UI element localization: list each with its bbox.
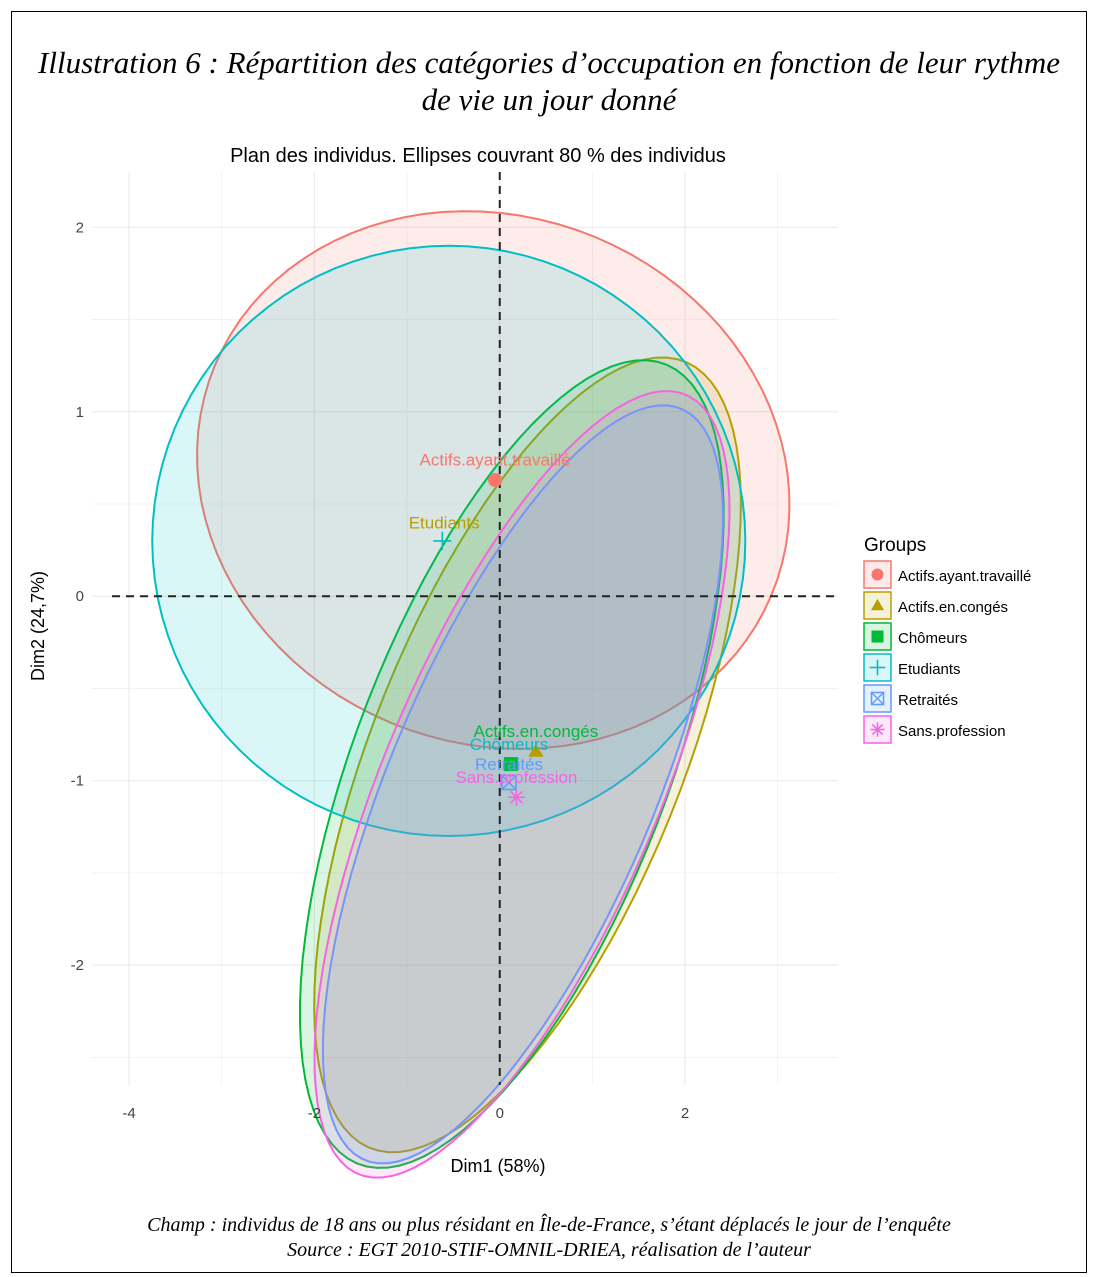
reference-lines	[112, 172, 836, 1085]
x-tick-label: 0	[496, 1105, 504, 1122]
x-tick-label: 2	[681, 1105, 689, 1122]
point-label: Sans.profession	[455, 768, 577, 787]
point-retraités	[501, 774, 517, 791]
ellipse-actifs-en-congés	[313, 356, 742, 1154]
figure-note: Champ : individus de 18 ans ou plus rési…	[20, 1213, 1078, 1263]
legend-label: Actifs.en.congés	[898, 599, 1008, 616]
grid	[92, 172, 838, 1085]
pca-chart: Actifs.ayant.travaillé Etudiants Actifs.en…	[28, 145, 1031, 1179]
y-tick-label: 2	[76, 219, 84, 236]
ellipse-sans-profession	[313, 390, 731, 1179]
legend-marker	[870, 691, 885, 706]
ellipse-retraités	[321, 404, 724, 1165]
legend-label: Etudiants	[898, 661, 961, 678]
legend: Groups Actifs.ayant.travaillé Actifs.en.c…	[863, 535, 1031, 744]
point-chômeurs	[503, 757, 518, 772]
point-labels: Actifs.ayant.travaillé Etudiants Actifs.en…	[409, 451, 599, 787]
legend-key	[863, 653, 892, 682]
legend-label: Actifs.ayant.travaillé	[898, 568, 1031, 585]
plot-panel	[92, 172, 838, 1085]
figure-note-line-2: Source : EGT 2010-STIF-OMNIL-DRIEA, réal…	[287, 1239, 811, 1261]
point-label: Actifs.en.congés	[474, 722, 599, 741]
point-label: Etudiants	[409, 513, 480, 532]
figure-note-line-1: Champ : individus de 18 ans ou plus rési…	[147, 1214, 951, 1236]
legend-label: Chômeurs	[898, 630, 967, 647]
point-etudiants	[433, 531, 452, 550]
point-sans-profession	[508, 788, 525, 806]
legend-key	[863, 715, 892, 744]
points	[433, 473, 544, 806]
point-label: Actifs.ayant.travaillé	[420, 451, 571, 470]
legend-marker	[871, 568, 884, 581]
legend-title: Groups	[864, 535, 926, 556]
figure-title-line-1: Illustration 6 : Répartition des catégor…	[38, 45, 1060, 80]
point-label: Retraités	[475, 755, 543, 774]
legend-key	[863, 591, 892, 620]
figure-title: Illustration 6 : Répartition des catégor…	[20, 44, 1078, 118]
x-axis-label: Dim1 (58%)	[450, 1156, 545, 1176]
x-tick-labels: -4 -2 0 2	[122, 1105, 689, 1122]
y-tick-label: -1	[71, 773, 84, 790]
chart-title: Plan des individus. Ellipses couvrant 80…	[230, 145, 726, 167]
y-axis-label: Dim2 (24,7%)	[28, 571, 48, 681]
legend-marker	[869, 659, 886, 676]
point-label: Chômeurs	[470, 735, 548, 754]
legend-label: Sans.profession	[898, 723, 1006, 740]
point-actifs-ayant-travaillé	[488, 473, 503, 488]
figure-title-line-2: de vie un jour donné	[421, 82, 677, 117]
y-tick-labels: -2 -1 0 1 2	[71, 219, 84, 974]
legend-marker	[870, 598, 885, 611]
x-tick-label: -2	[308, 1105, 321, 1122]
x-tick-label: -4	[122, 1105, 135, 1122]
figure-frame	[11, 11, 1087, 1273]
y-tick-label: -2	[71, 957, 84, 974]
point-actifs-en-congés	[528, 743, 544, 757]
legend-marker	[871, 630, 884, 643]
y-tick-label: 0	[76, 588, 84, 605]
legend-marker	[870, 722, 885, 737]
legend-label: Retraités	[898, 692, 958, 709]
y-tick-label: 1	[76, 404, 84, 421]
